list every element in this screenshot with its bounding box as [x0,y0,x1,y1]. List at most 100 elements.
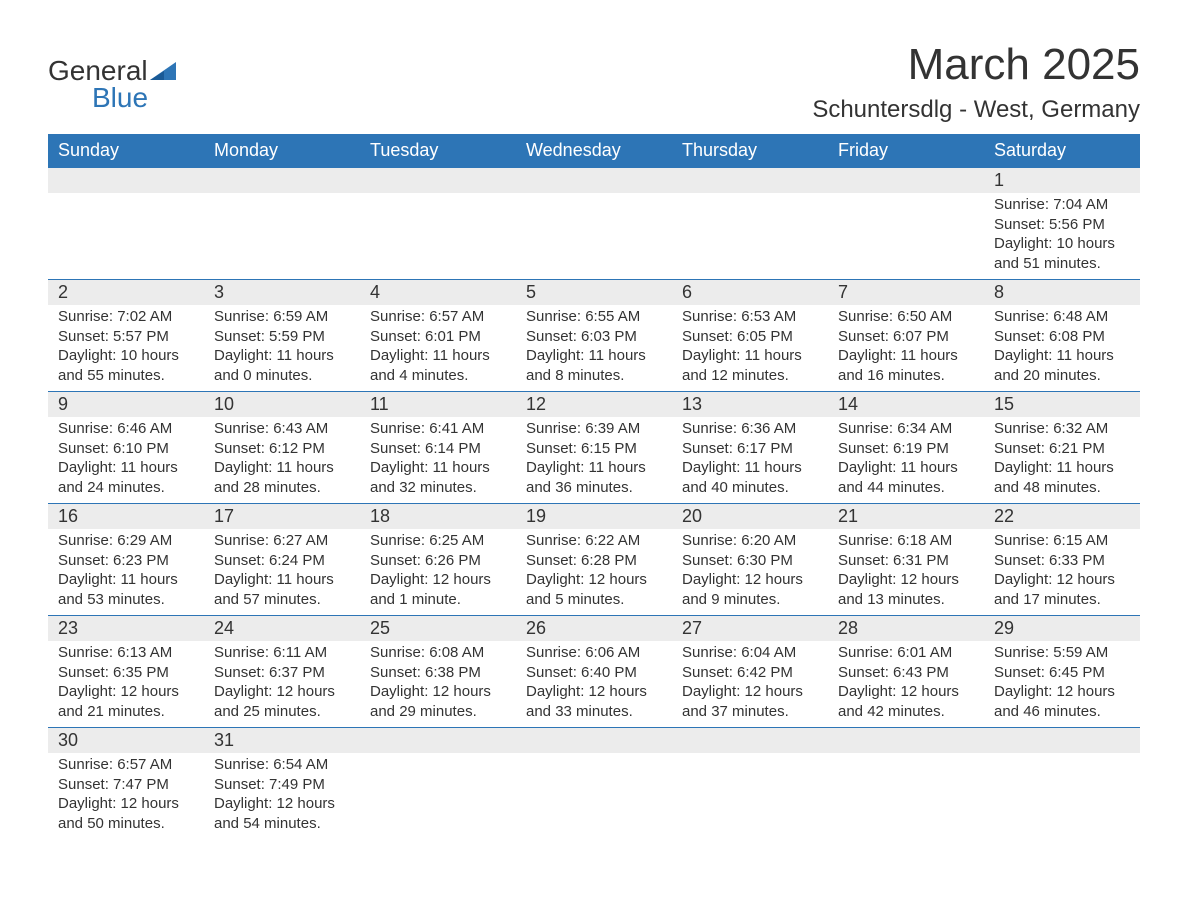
sunset-line: Sunset: 6:45 PM [994,663,1130,683]
day-data: Sunrise: 6:20 AMSunset: 6:30 PMDaylight:… [672,529,828,615]
day-data [828,753,984,813]
sunrise-line: Sunrise: 6:04 AM [682,643,818,663]
daylight-line: Daylight: 12 hours and 13 minutes. [838,570,974,609]
calendar-day-cell: 31Sunrise: 6:54 AMSunset: 7:49 PMDayligh… [204,728,360,840]
sunset-line: Sunset: 5:57 PM [58,327,194,347]
calendar-day-cell: 28Sunrise: 6:01 AMSunset: 6:43 PMDayligh… [828,616,984,728]
day-number: 14 [828,392,984,417]
sunset-line: Sunset: 6:38 PM [370,663,506,683]
sunrise-line: Sunrise: 7:02 AM [58,307,194,327]
day-number: 18 [360,504,516,529]
day-number: 30 [48,728,204,753]
day-number: 4 [360,280,516,305]
daylight-line: Daylight: 11 hours and 0 minutes. [214,346,350,385]
daylight-line: Daylight: 11 hours and 24 minutes. [58,458,194,497]
day-data: Sunrise: 5:59 AMSunset: 6:45 PMDaylight:… [984,641,1140,727]
calendar-day-cell: 3Sunrise: 6:59 AMSunset: 5:59 PMDaylight… [204,280,360,392]
day-number: 13 [672,392,828,417]
daylight-line: Daylight: 12 hours and 29 minutes. [370,682,506,721]
calendar-day-cell: 16Sunrise: 6:29 AMSunset: 6:23 PMDayligh… [48,504,204,616]
sunrise-line: Sunrise: 6:01 AM [838,643,974,663]
day-number: 28 [828,616,984,641]
day-number: 20 [672,504,828,529]
weekday-header: Sunday [48,134,204,168]
sunrise-line: Sunrise: 6:41 AM [370,419,506,439]
sunrise-line: Sunrise: 6:15 AM [994,531,1130,551]
weekday-header: Thursday [672,134,828,168]
sunrise-line: Sunrise: 6:32 AM [994,419,1130,439]
daylight-line: Daylight: 12 hours and 17 minutes. [994,570,1130,609]
sunset-line: Sunset: 6:03 PM [526,327,662,347]
day-data: Sunrise: 6:34 AMSunset: 6:19 PMDaylight:… [828,417,984,503]
calendar-day-cell [828,168,984,280]
daylight-line: Daylight: 12 hours and 33 minutes. [526,682,662,721]
calendar-week-row: 1Sunrise: 7:04 AMSunset: 5:56 PMDaylight… [48,168,1140,280]
calendar-day-cell: 14Sunrise: 6:34 AMSunset: 6:19 PMDayligh… [828,392,984,504]
daylight-line: Daylight: 12 hours and 42 minutes. [838,682,974,721]
day-data [672,193,828,253]
day-number: 22 [984,504,1140,529]
sunrise-line: Sunrise: 6:55 AM [526,307,662,327]
day-number: 21 [828,504,984,529]
calendar-day-cell: 12Sunrise: 6:39 AMSunset: 6:15 PMDayligh… [516,392,672,504]
day-data [48,193,204,253]
sunset-line: Sunset: 5:59 PM [214,327,350,347]
daylight-line: Daylight: 11 hours and 44 minutes. [838,458,974,497]
sunset-line: Sunset: 6:37 PM [214,663,350,683]
calendar-day-cell: 2Sunrise: 7:02 AMSunset: 5:57 PMDaylight… [48,280,204,392]
daylight-line: Daylight: 11 hours and 16 minutes. [838,346,974,385]
calendar-day-cell [516,168,672,280]
daylight-line: Daylight: 10 hours and 51 minutes. [994,234,1130,273]
sunset-line: Sunset: 7:49 PM [214,775,350,795]
daylight-line: Daylight: 12 hours and 54 minutes. [214,794,350,833]
calendar-day-cell: 5Sunrise: 6:55 AMSunset: 6:03 PMDaylight… [516,280,672,392]
day-data [984,753,1140,813]
calendar-day-cell [672,168,828,280]
weekday-header: Friday [828,134,984,168]
sunset-line: Sunset: 6:08 PM [994,327,1130,347]
day-number-bar [828,728,984,753]
calendar-day-cell: 21Sunrise: 6:18 AMSunset: 6:31 PMDayligh… [828,504,984,616]
sunrise-line: Sunrise: 6:43 AM [214,419,350,439]
day-data: Sunrise: 6:04 AMSunset: 6:42 PMDaylight:… [672,641,828,727]
calendar-day-cell: 15Sunrise: 6:32 AMSunset: 6:21 PMDayligh… [984,392,1140,504]
calendar-week-row: 16Sunrise: 6:29 AMSunset: 6:23 PMDayligh… [48,504,1140,616]
calendar-week-row: 2Sunrise: 7:02 AMSunset: 5:57 PMDaylight… [48,280,1140,392]
day-number: 17 [204,504,360,529]
sunset-line: Sunset: 6:21 PM [994,439,1130,459]
day-data: Sunrise: 6:22 AMSunset: 6:28 PMDaylight:… [516,529,672,615]
calendar-week-row: 30Sunrise: 6:57 AMSunset: 7:47 PMDayligh… [48,728,1140,840]
day-data [516,193,672,253]
calendar-day-cell [828,728,984,840]
sunrise-line: Sunrise: 7:04 AM [994,195,1130,215]
calendar-header-row: SundayMondayTuesdayWednesdayThursdayFrid… [48,134,1140,168]
day-data: Sunrise: 6:25 AMSunset: 6:26 PMDaylight:… [360,529,516,615]
sunset-line: Sunset: 5:56 PM [994,215,1130,235]
sunrise-line: Sunrise: 6:57 AM [370,307,506,327]
daylight-line: Daylight: 11 hours and 53 minutes. [58,570,194,609]
day-number: 15 [984,392,1140,417]
day-data: Sunrise: 6:18 AMSunset: 6:31 PMDaylight:… [828,529,984,615]
day-data: Sunrise: 6:59 AMSunset: 5:59 PMDaylight:… [204,305,360,391]
sunset-line: Sunset: 6:07 PM [838,327,974,347]
sunset-line: Sunset: 6:05 PM [682,327,818,347]
calendar-day-cell: 25Sunrise: 6:08 AMSunset: 6:38 PMDayligh… [360,616,516,728]
day-data [828,193,984,253]
day-data [672,753,828,813]
day-data: Sunrise: 6:29 AMSunset: 6:23 PMDaylight:… [48,529,204,615]
day-number: 9 [48,392,204,417]
sunrise-line: Sunrise: 6:13 AM [58,643,194,663]
logo-triangle-icon [150,60,178,85]
calendar-day-cell: 20Sunrise: 6:20 AMSunset: 6:30 PMDayligh… [672,504,828,616]
sunset-line: Sunset: 6:42 PM [682,663,818,683]
daylight-line: Daylight: 11 hours and 4 minutes. [370,346,506,385]
calendar-day-cell: 11Sunrise: 6:41 AMSunset: 6:14 PMDayligh… [360,392,516,504]
day-number-bar [672,728,828,753]
daylight-line: Daylight: 11 hours and 48 minutes. [994,458,1130,497]
day-number: 23 [48,616,204,641]
calendar-day-cell: 23Sunrise: 6:13 AMSunset: 6:35 PMDayligh… [48,616,204,728]
day-number-bar [360,168,516,193]
weekday-header: Wednesday [516,134,672,168]
logo-word2: Blue [92,82,148,113]
sunrise-line: Sunrise: 6:29 AM [58,531,194,551]
